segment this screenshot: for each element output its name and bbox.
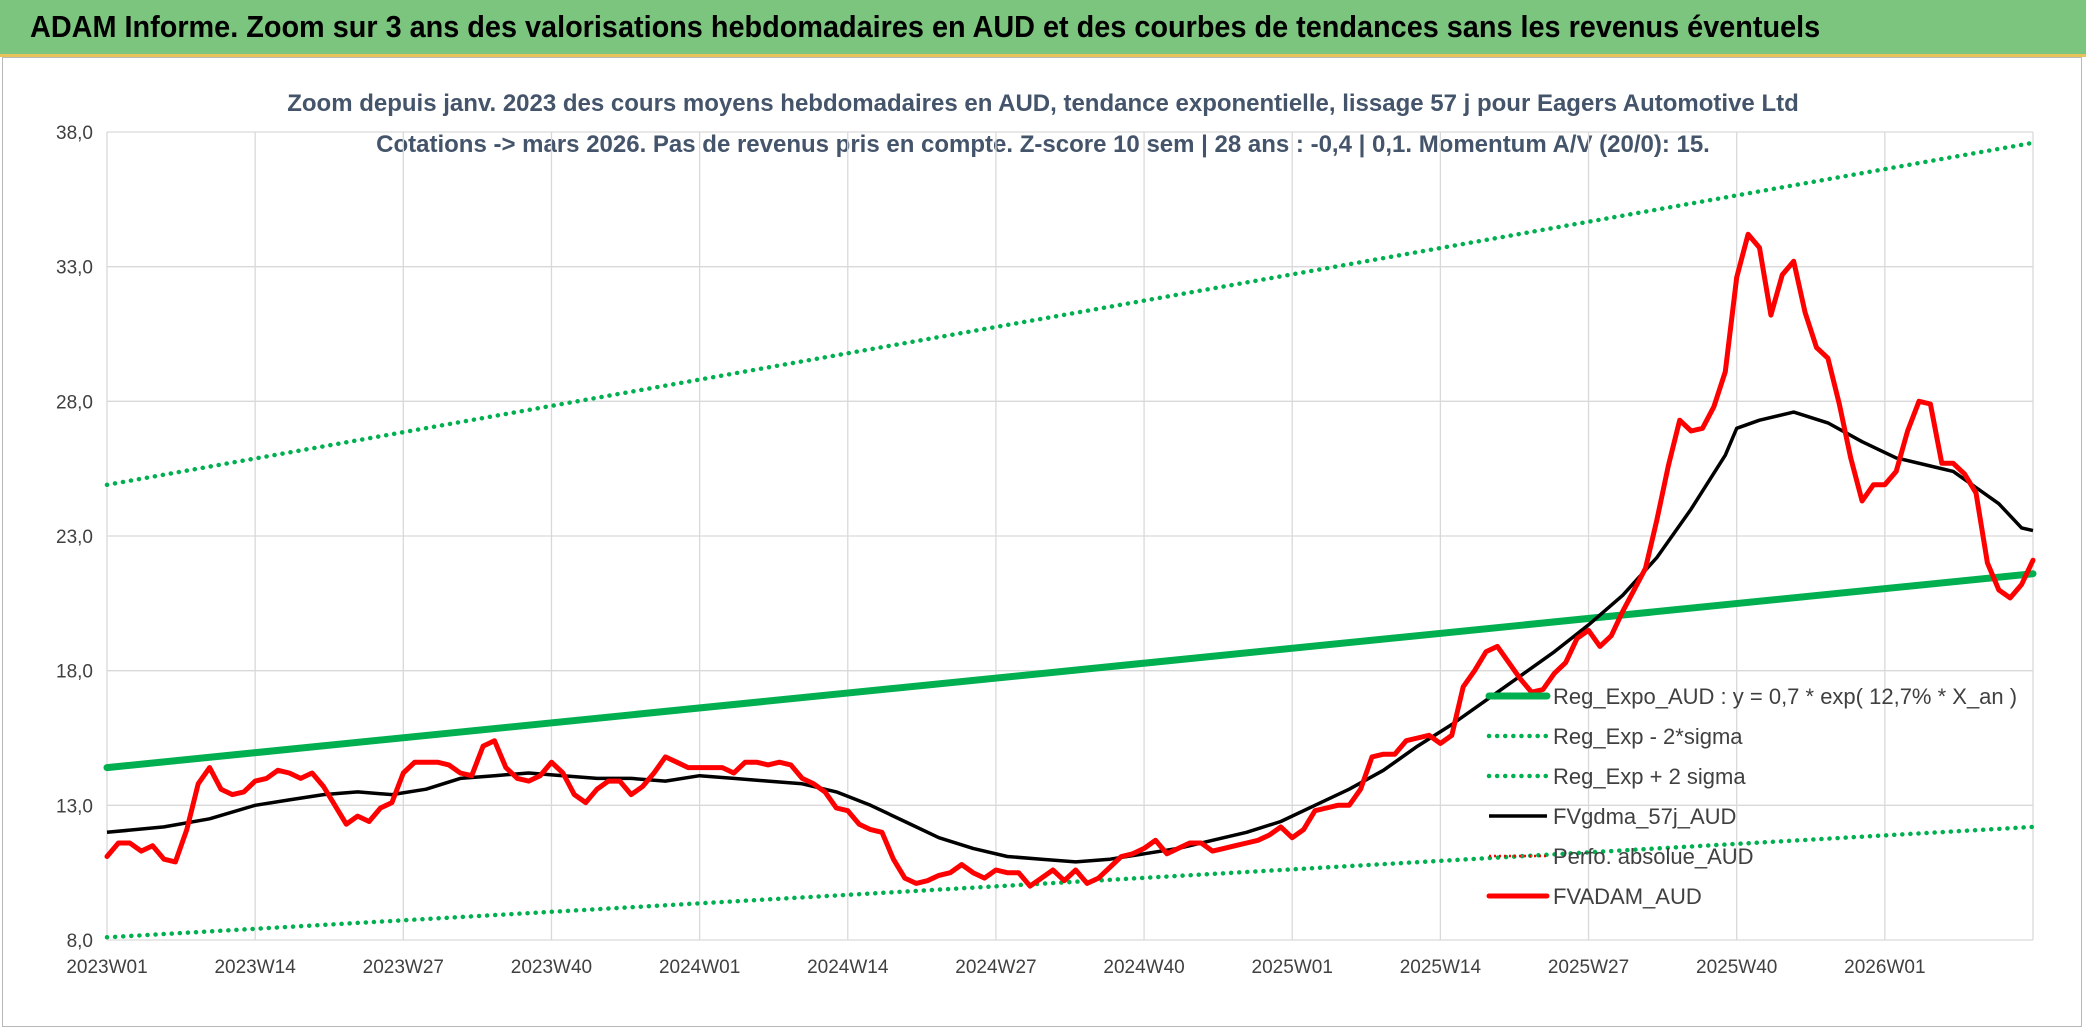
report-title: ADAM Informe. Zoom sur 3 ans des valoris… <box>30 9 1821 44</box>
legend-label: Reg_Exp - 2*sigma <box>1553 724 1743 749</box>
x-tick-label: 2023W40 <box>511 957 592 978</box>
x-tick-label: 2026W01 <box>1844 957 1925 978</box>
x-tick-label: 2025W40 <box>1696 957 1777 978</box>
x-tick-label: 2025W27 <box>1548 957 1629 978</box>
legend-label: Reg_Expo_AUD : y = 0,7 * exp( 12,7% * X_… <box>1553 684 2017 709</box>
y-tick-label: 8,0 <box>67 931 93 952</box>
x-tick-label: 2023W01 <box>66 957 147 978</box>
x-tick-label: 2024W01 <box>659 957 740 978</box>
x-tick-label: 2024W14 <box>807 957 889 978</box>
legend: Reg_Expo_AUD : y = 0,7 * exp( 12,7% * X_… <box>1485 684 2017 909</box>
x-tick-label: 2025W01 <box>1252 957 1333 978</box>
series-line-1 <box>104 824 2036 940</box>
x-tick-label: 2024W40 <box>1103 957 1184 978</box>
y-tick-label: 28,0 <box>56 392 93 413</box>
legend-label: Perfo. absolue_AUD <box>1553 844 1754 869</box>
y-axis-ticks: 8,0 13,0 18,0 23,0 28,0 33,0 38,0 <box>56 123 93 952</box>
header-banner: ADAM Informe. Zoom sur 3 ans des valoris… <box>0 0 2086 57</box>
x-tick-label: 2025W14 <box>1400 957 1482 978</box>
series-line-3 <box>106 410 2034 864</box>
chart-subtitle: Cotations -> mars 2026. Pas de revenus p… <box>376 131 1710 158</box>
legend-label: FVgdma_57j_AUD <box>1553 804 1736 829</box>
x-tick-label: 2023W27 <box>363 957 444 978</box>
y-tick-label: 23,0 <box>56 527 93 548</box>
gridlines <box>106 131 2034 941</box>
legend-label: Reg_Exp + 2 sigma <box>1553 764 1746 789</box>
x-tick-label: 2023W14 <box>214 957 296 978</box>
chart-frame: Zoom depuis janv. 2023 des cours moyens … <box>2 57 2082 1027</box>
y-tick-label: 18,0 <box>56 662 93 683</box>
y-tick-label: 38,0 <box>56 123 93 144</box>
series-line-2 <box>104 140 2036 488</box>
series-lines <box>103 140 2037 940</box>
x-tick-label: 2024W27 <box>955 957 1036 978</box>
legend-label: FVADAM_AUD <box>1553 884 1702 909</box>
y-tick-label: 33,0 <box>56 258 93 279</box>
series-line-0 <box>103 570 2037 772</box>
y-tick-label: 13,0 <box>56 796 93 817</box>
x-axis-ticks: 2023W01 2023W14 2023W27 2023W40 2024W01 2024W… <box>66 957 1925 978</box>
series-line-5 <box>104 231 2036 889</box>
line-chart: Zoom depuis janv. 2023 des cours moyens … <box>56 90 2037 978</box>
chart-title: Zoom depuis janv. 2023 des cours moyens … <box>287 90 1799 117</box>
